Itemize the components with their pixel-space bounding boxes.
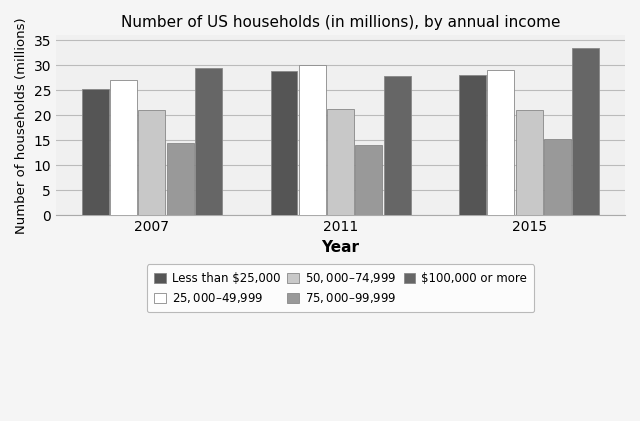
Bar (138, 110, 165, 215)
Bar (572, 48, 599, 215)
Bar (167, 143, 194, 215)
Bar (82, 89, 109, 215)
Y-axis label: Number of households (millions): Number of households (millions) (15, 17, 28, 234)
Bar (355, 145, 382, 215)
Legend: Less than $25,000, $25,000–$49,999, $50,000–$74,999, $75,000–$99,999, $100,000 o: Less than $25,000, $25,000–$49,999, $50,… (147, 264, 534, 312)
Bar (488, 70, 515, 215)
Bar (459, 75, 486, 215)
Bar (195, 68, 222, 215)
Bar (110, 80, 137, 215)
Bar (299, 65, 326, 215)
Bar (383, 76, 410, 215)
Bar (516, 110, 543, 215)
Bar (271, 71, 298, 215)
Bar (327, 109, 354, 215)
Bar (544, 139, 571, 215)
X-axis label: Year: Year (321, 240, 360, 255)
Title: Number of US households (in millions), by annual income: Number of US households (in millions), b… (121, 15, 560, 30)
